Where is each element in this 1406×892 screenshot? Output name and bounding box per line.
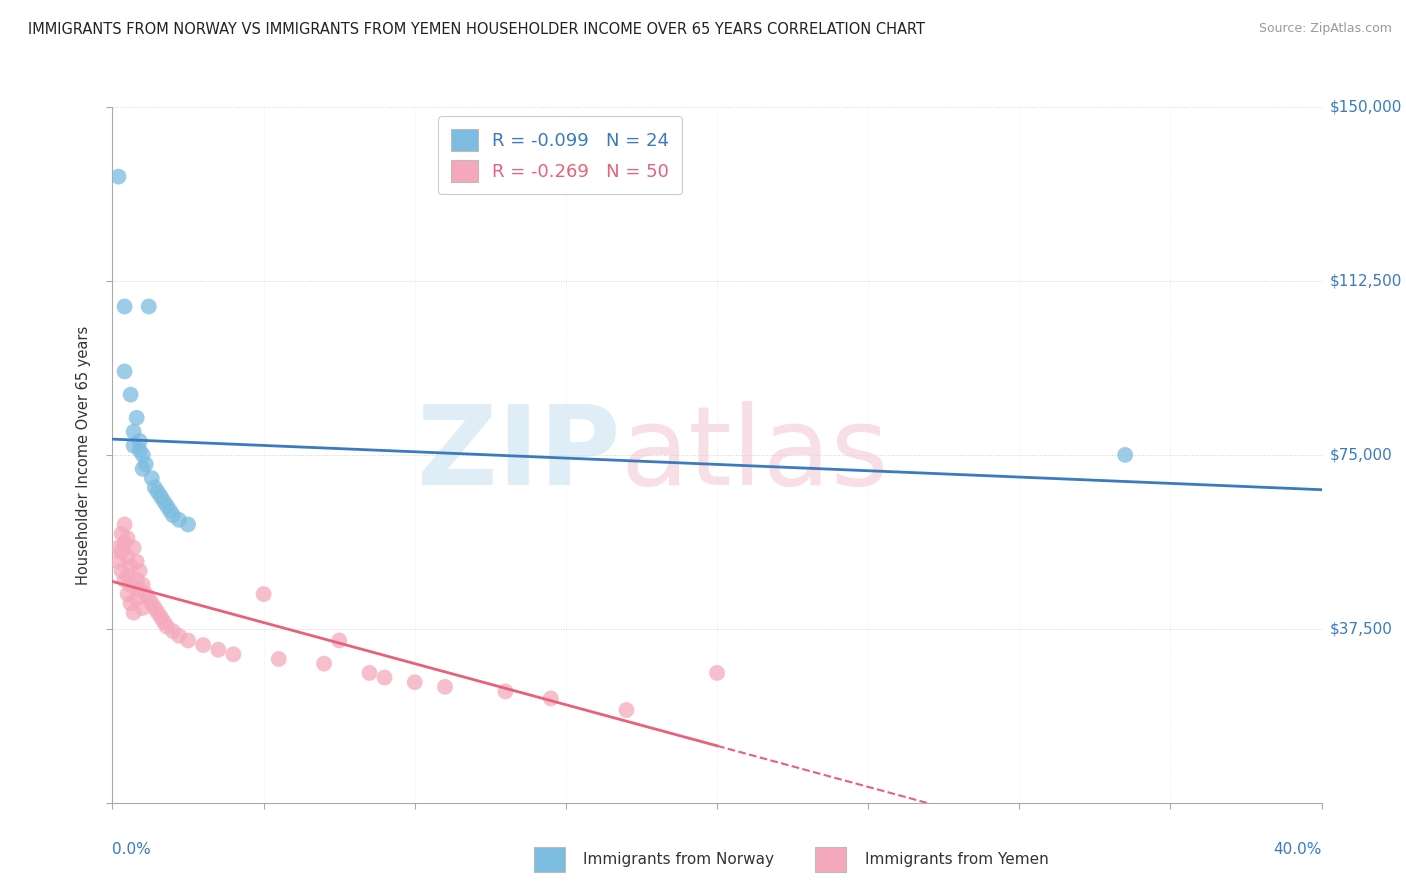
Point: [146, 485, 169, 500]
Text: 0.0%: 0.0%: [112, 842, 152, 856]
Point: [117, 549, 139, 564]
Text: Immigrants from Norway: Immigrants from Norway: [583, 853, 775, 867]
Point: [156, 499, 179, 513]
Text: $112,500: $112,500: [1330, 274, 1402, 288]
Point: [433, 680, 456, 694]
Point: [107, 541, 129, 555]
Point: [253, 587, 276, 601]
Point: [114, 536, 136, 550]
Text: 40.0%: 40.0%: [1274, 842, 1322, 856]
Point: [120, 578, 142, 592]
Point: [125, 591, 148, 606]
Point: [374, 671, 396, 685]
Point: [128, 564, 150, 578]
Point: [128, 443, 150, 458]
Point: [146, 606, 169, 620]
Point: [267, 652, 290, 666]
Point: [120, 596, 142, 610]
Point: [120, 387, 142, 401]
Point: [107, 555, 129, 569]
Point: [149, 490, 172, 504]
Point: [128, 434, 150, 448]
Point: [114, 300, 136, 314]
Point: [125, 410, 148, 425]
Point: [117, 587, 139, 601]
Point: [132, 448, 155, 462]
Point: [128, 582, 150, 597]
Point: [616, 703, 638, 717]
Point: [120, 559, 142, 574]
Point: [122, 439, 145, 453]
Text: Immigrants from Yemen: Immigrants from Yemen: [865, 853, 1049, 867]
Point: [132, 462, 155, 476]
Point: [167, 629, 190, 643]
Text: ZIP: ZIP: [418, 401, 620, 508]
Point: [1114, 448, 1136, 462]
Point: [132, 601, 155, 615]
Point: [191, 638, 214, 652]
Point: [110, 526, 132, 541]
Point: [122, 606, 145, 620]
Point: [141, 471, 163, 485]
Legend: R = -0.099   N = 24, R = -0.269   N = 50: R = -0.099 N = 24, R = -0.269 N = 50: [437, 116, 682, 194]
Point: [122, 425, 145, 439]
Point: [117, 568, 139, 582]
Point: [404, 675, 426, 690]
Text: Source: ZipAtlas.com: Source: ZipAtlas.com: [1258, 22, 1392, 36]
Text: $37,500: $37,500: [1330, 622, 1393, 636]
Point: [132, 578, 155, 592]
Point: [153, 615, 176, 629]
Point: [222, 648, 245, 662]
Point: [117, 532, 139, 546]
Point: [141, 596, 163, 610]
Point: [125, 573, 148, 587]
Point: [125, 555, 148, 569]
Point: [143, 480, 166, 494]
Point: [159, 503, 181, 517]
Point: [110, 564, 132, 578]
Point: [495, 684, 517, 698]
Point: [110, 545, 132, 559]
Point: [162, 624, 184, 639]
Point: [114, 517, 136, 532]
Y-axis label: Householder Income Over 65 years: Householder Income Over 65 years: [76, 326, 91, 584]
Point: [314, 657, 336, 671]
Text: atlas: atlas: [620, 401, 889, 508]
Text: IMMIGRANTS FROM NORWAY VS IMMIGRANTS FROM YEMEN HOUSEHOLDER INCOME OVER 65 YEARS: IMMIGRANTS FROM NORWAY VS IMMIGRANTS FRO…: [28, 22, 925, 37]
Point: [540, 691, 562, 706]
Point: [156, 619, 179, 633]
Point: [138, 591, 160, 606]
Point: [162, 508, 184, 523]
Point: [138, 300, 160, 314]
Text: $75,000: $75,000: [1330, 448, 1393, 462]
Point: [328, 633, 350, 648]
Point: [706, 665, 728, 680]
Point: [177, 517, 200, 532]
Point: [114, 364, 136, 378]
Point: [135, 457, 157, 471]
Point: [135, 587, 157, 601]
Point: [149, 610, 172, 624]
Point: [359, 665, 381, 680]
Text: $150,000: $150,000: [1330, 100, 1402, 114]
Point: [122, 541, 145, 555]
Point: [177, 633, 200, 648]
Point: [153, 494, 176, 508]
Point: [207, 642, 229, 657]
Point: [107, 169, 129, 184]
Point: [167, 513, 190, 527]
Point: [143, 601, 166, 615]
Point: [114, 573, 136, 587]
